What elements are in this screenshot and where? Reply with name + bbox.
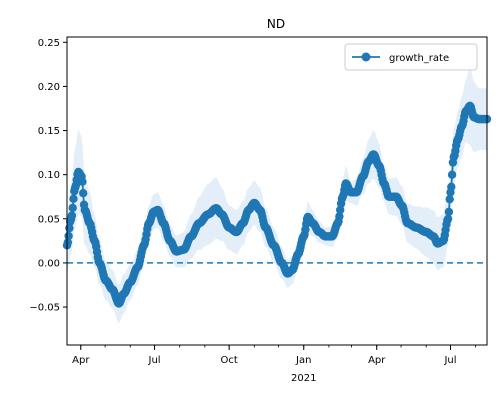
y-tick-label: 0.00 <box>38 258 60 269</box>
data-point <box>447 182 456 191</box>
y-tick-label: 0.05 <box>38 214 60 225</box>
data-point <box>67 211 77 220</box>
data-point <box>443 214 453 223</box>
y-tick-label: 0.25 <box>38 38 60 49</box>
data-point <box>68 203 77 213</box>
data-point <box>335 212 344 221</box>
x-tick-label: Jan <box>295 355 311 366</box>
axes-layer: −0.05 0.00 0.05 0.10 0.15 0.20 0.25 Apr Jul Oct Ja… <box>29 36 488 384</box>
series-marker-layer <box>62 101 492 308</box>
data-point <box>69 194 78 203</box>
x-year-label: 2021 <box>291 373 316 384</box>
data-point <box>336 205 345 215</box>
data-point <box>78 177 87 186</box>
legend-label-growth-rate: growth_rate <box>389 53 449 64</box>
y-tick-label: 0.20 <box>38 82 60 93</box>
data-point <box>444 207 454 217</box>
data-point <box>63 238 72 247</box>
data-point <box>79 189 88 198</box>
x-tick-label: Apr <box>72 355 90 366</box>
y-tick-label: 0.15 <box>38 126 60 137</box>
chart-title: ND <box>267 17 285 31</box>
data-point <box>447 170 457 179</box>
x-tick-label: Jul <box>148 355 161 366</box>
legend-box <box>344 43 478 71</box>
x-tick-label: Apr <box>368 355 386 366</box>
legend-marker-swatch <box>361 52 371 62</box>
confidence-band <box>67 66 487 323</box>
x-tick-label: Oct <box>221 355 238 366</box>
y-tick-label: 0.10 <box>38 170 60 181</box>
data-point <box>445 195 454 204</box>
x-tick-label: Jul <box>443 355 456 366</box>
legend: growth_rate <box>344 43 478 71</box>
plot-frame <box>66 36 488 346</box>
confidence-band-layer <box>67 66 487 323</box>
y-tick-label: −0.05 <box>29 303 60 314</box>
data-point <box>64 231 73 241</box>
